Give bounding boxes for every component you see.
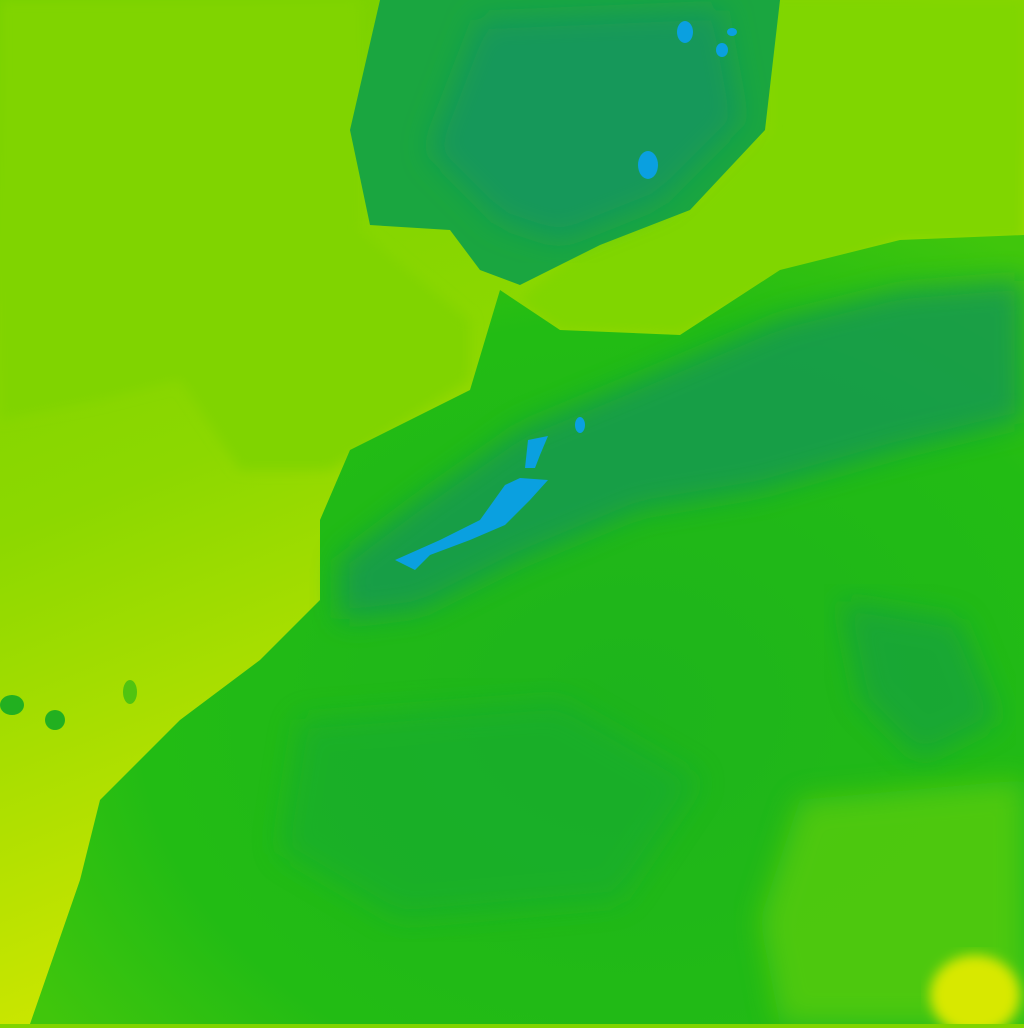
dark-patch-east: [840, 600, 1000, 760]
teal-band: [340, 280, 1024, 620]
blue-lake-central: [395, 478, 548, 570]
blue-spot-small: [575, 417, 585, 433]
blue-spot-central-north: [525, 436, 548, 468]
yellow-spot-southeast: [930, 955, 1020, 1028]
blue-spot-north-3: [716, 43, 728, 57]
dark-spot-west-2: [45, 710, 65, 730]
dark-region-north-core: [430, 10, 740, 240]
light-green-northwest: [0, 0, 470, 470]
dark-spot-west-1: [0, 695, 24, 715]
blue-spot-north-4: [727, 28, 737, 36]
blue-spot-north-1: [638, 151, 658, 179]
light-green-northeast: [520, 0, 1024, 335]
dark-spot-west-3: [123, 680, 137, 704]
dark-patch-south: [280, 700, 700, 920]
blue-spot-north-2: [677, 21, 693, 43]
